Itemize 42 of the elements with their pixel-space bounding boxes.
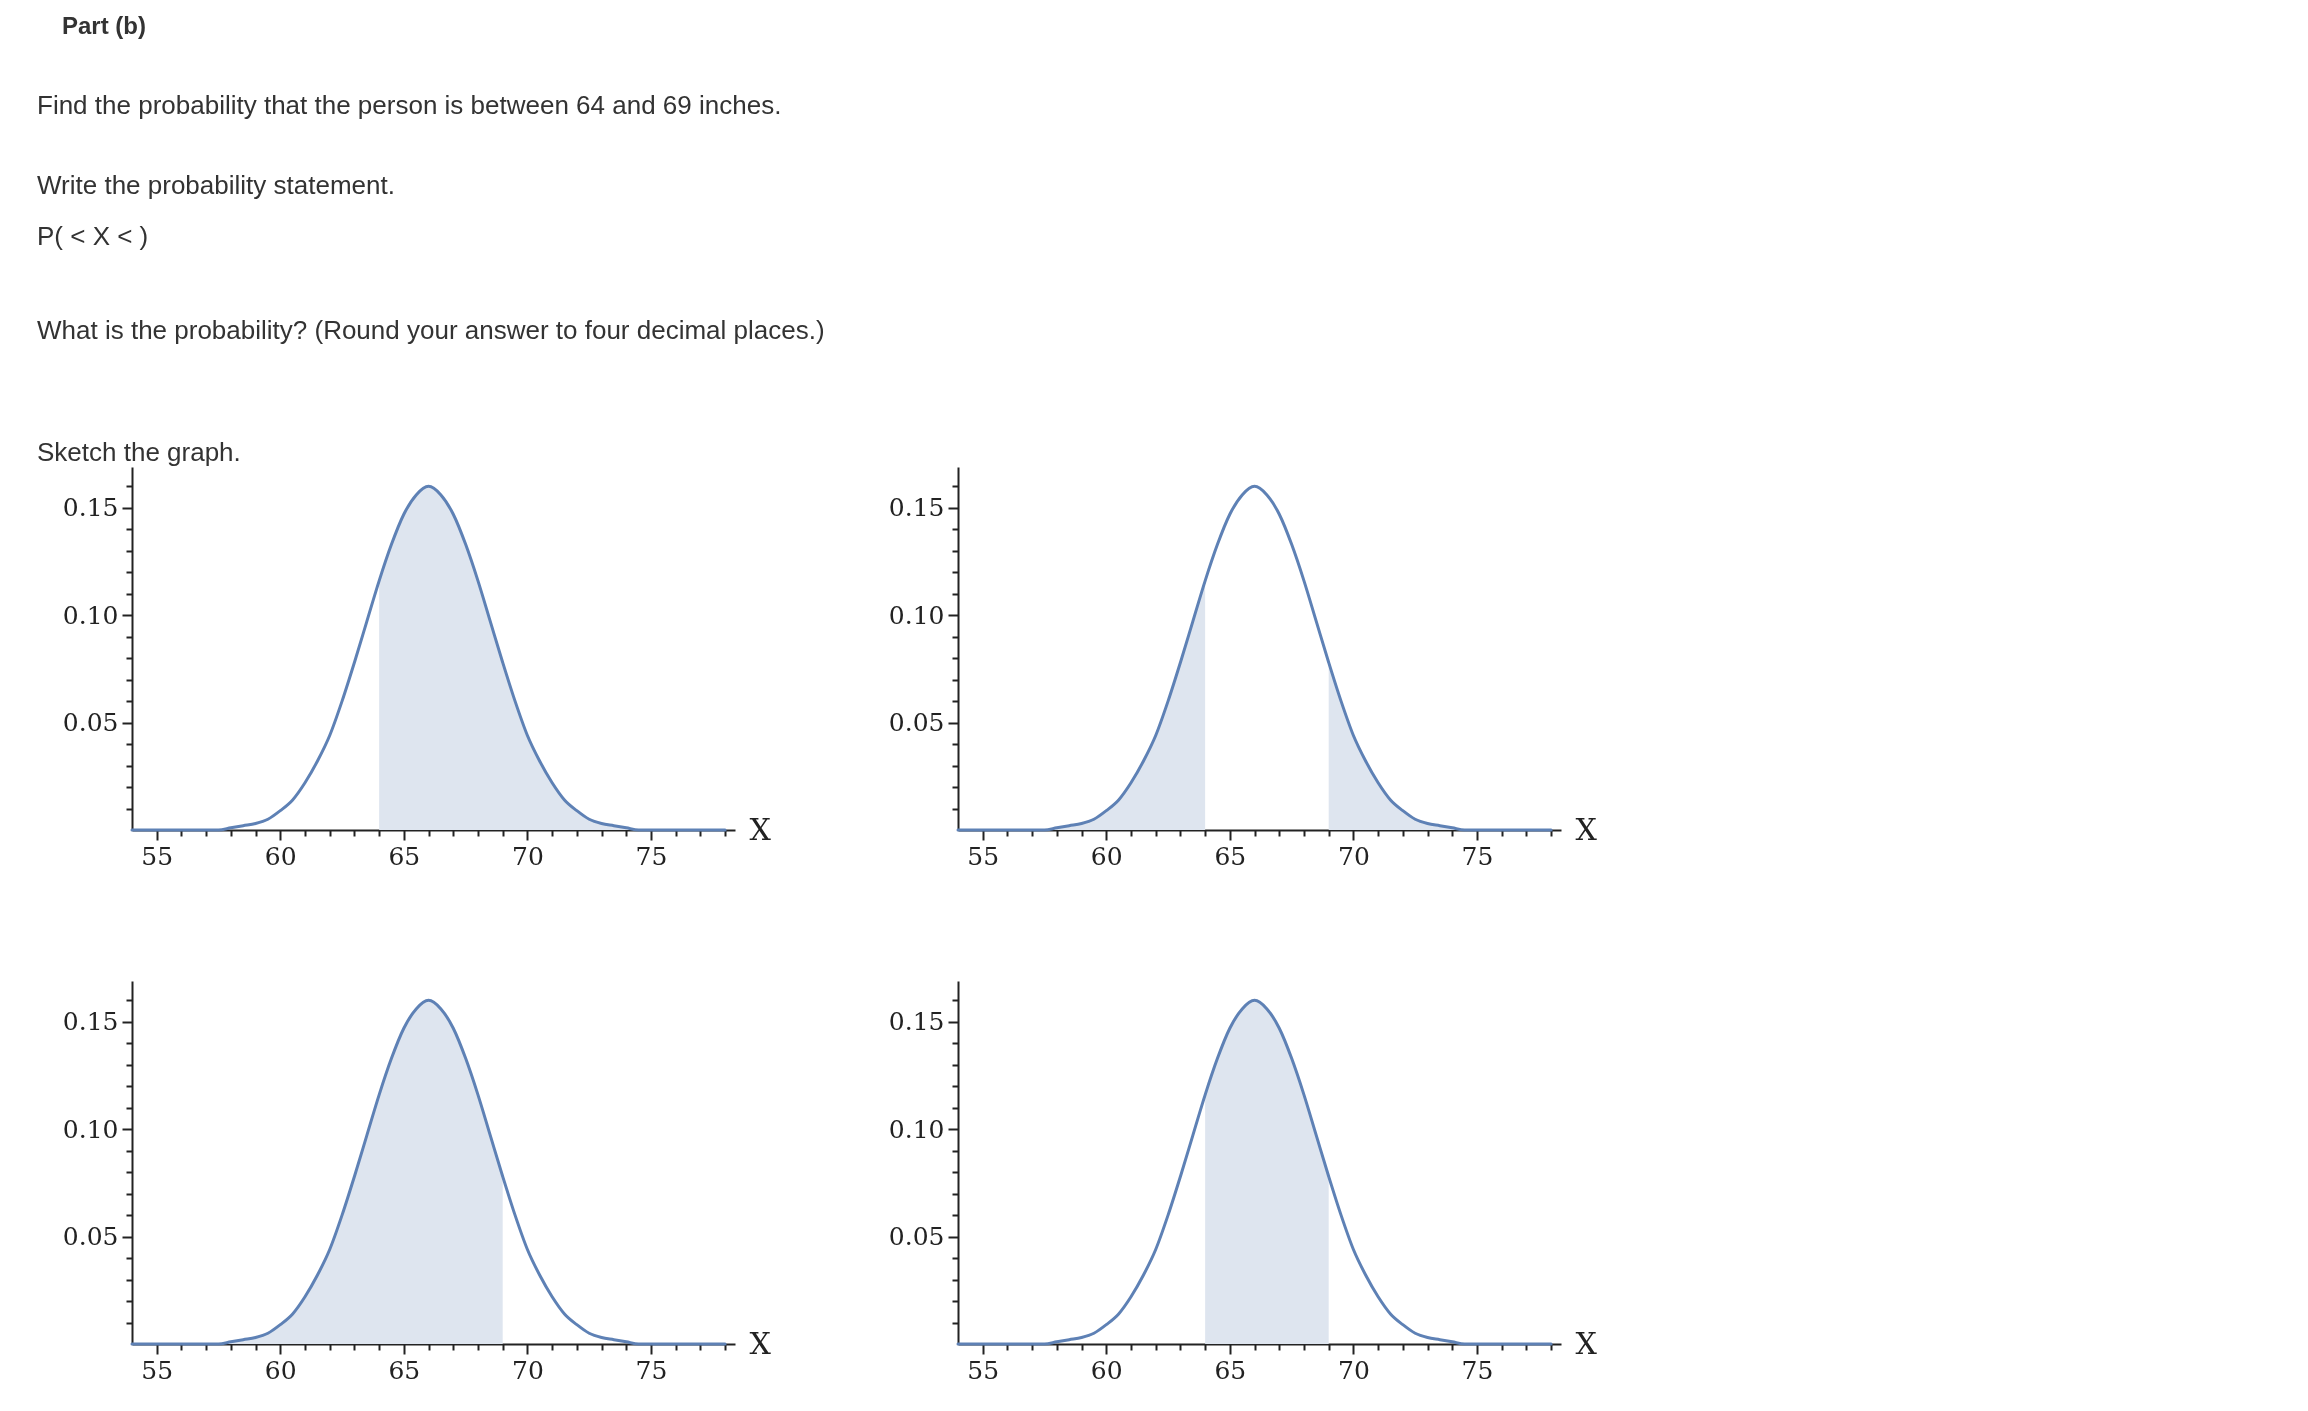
text: What is the probability? (Round your answer to four decimal places.) <box>37 315 825 345</box>
x-tick-label: 65 <box>1214 1355 1247 1385</box>
x-tick-label: 60 <box>264 1355 297 1385</box>
x-tick-label: 65 <box>388 841 421 871</box>
y-tick-label: 0.05 <box>888 1222 945 1252</box>
y-tick-label: 0.05 <box>888 708 945 738</box>
y-tick-label: 0.15 <box>62 1007 119 1037</box>
x-tick-label: 55 <box>967 1355 1000 1385</box>
line-series <box>956 484 1553 832</box>
x-tick-label: 55 <box>141 1355 174 1385</box>
x-tick-label: 60 <box>1090 841 1123 871</box>
x-tick-label: 75 <box>1461 841 1494 871</box>
x-tick-label: 70 <box>1338 841 1370 871</box>
text: P( < X < ) <box>37 221 149 251</box>
y-tick-label: 0.15 <box>888 1007 945 1037</box>
x-tick-label: 60 <box>264 841 297 871</box>
x-tick-label: 75 <box>635 841 668 871</box>
y-tick-label: 0.15 <box>888 493 945 523</box>
line-series <box>130 998 727 1346</box>
x-tick-label: 75 <box>635 1355 668 1385</box>
text: Find the probability that the person is between 64 and 69 inches. <box>37 90 782 120</box>
x-tick-label: 75 <box>1461 1355 1494 1385</box>
x-tick-label: 70 <box>512 841 544 871</box>
y-tick-label: 0.10 <box>62 1114 119 1144</box>
line-series <box>956 998 1553 1346</box>
y-tick-label: 0.15 <box>62 493 119 523</box>
x-tick-label: 60 <box>1090 1355 1123 1385</box>
x-tick-label: 55 <box>141 841 174 871</box>
text: Part (b) <box>62 12 146 39</box>
x-tick-label: 65 <box>1214 841 1247 871</box>
x-tick-label: 70 <box>512 1355 544 1385</box>
x-axis-title: X <box>749 1325 772 1361</box>
y-tick-label: 0.10 <box>888 1114 945 1144</box>
x-axis-title: X <box>1575 1325 1598 1361</box>
y-tick-label: 0.05 <box>62 1222 119 1252</box>
x-axis-title: X <box>1575 811 1598 847</box>
x-tick-label: 55 <box>967 841 1000 871</box>
text: Sketch the graph. <box>37 437 241 467</box>
text: Write the probability statement. <box>37 170 395 200</box>
x-tick-label: 65 <box>388 1355 421 1385</box>
x-tick-label: 70 <box>1338 1355 1370 1385</box>
y-tick-label: 0.10 <box>888 600 945 630</box>
